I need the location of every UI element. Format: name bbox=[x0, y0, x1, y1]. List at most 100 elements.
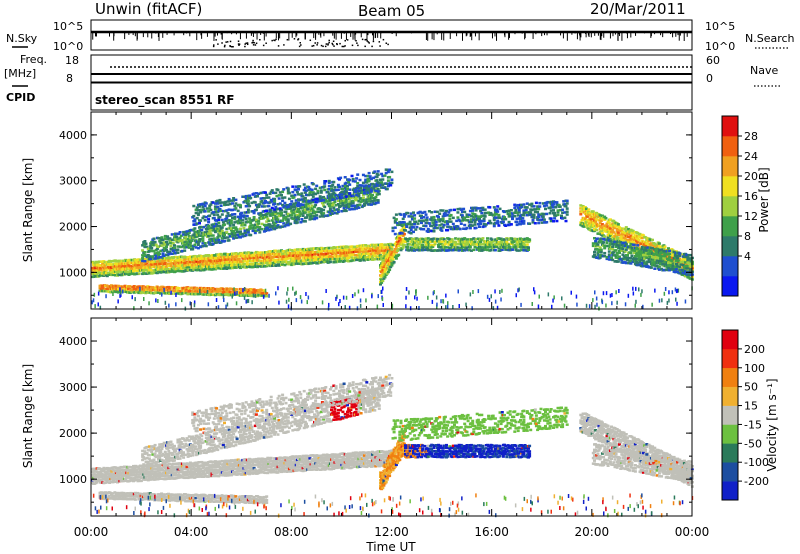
echo-cell bbox=[394, 250, 398, 254]
echo-cell bbox=[187, 292, 191, 295]
nsearch-point bbox=[300, 44, 302, 46]
echo-cell bbox=[316, 191, 320, 195]
echo-cell bbox=[130, 290, 134, 293]
echo-cell bbox=[260, 205, 264, 208]
echo-cell bbox=[401, 217, 405, 221]
echo-cell bbox=[376, 187, 380, 191]
echo-cell bbox=[309, 212, 313, 216]
echo-cell bbox=[184, 238, 188, 241]
echo-cell bbox=[433, 210, 437, 213]
echo-cell bbox=[376, 199, 380, 202]
echo-cell bbox=[488, 213, 492, 216]
echo-cell bbox=[299, 203, 303, 206]
echo-cell bbox=[198, 222, 201, 225]
echo-cell bbox=[182, 233, 186, 236]
echo-cell bbox=[184, 233, 188, 236]
echo-cell bbox=[381, 174, 385, 178]
echo-cell bbox=[583, 217, 587, 221]
echo-cell bbox=[488, 219, 492, 223]
echo-cell bbox=[199, 238, 203, 241]
echo-cell bbox=[361, 196, 365, 199]
echo-cell bbox=[367, 171, 371, 175]
echo-cell bbox=[164, 288, 168, 292]
echo-cell bbox=[621, 233, 625, 236]
echo-cell bbox=[390, 264, 394, 267]
echo-cell bbox=[375, 175, 379, 179]
echo-cell bbox=[528, 203, 532, 206]
echo-cell bbox=[291, 194, 295, 198]
echo-cell bbox=[146, 264, 150, 267]
echo-cell bbox=[396, 221, 400, 225]
echo-cell bbox=[243, 223, 247, 227]
echo-cell bbox=[169, 259, 173, 263]
echo-cell bbox=[244, 233, 248, 237]
echo-cell bbox=[233, 234, 237, 237]
echo-cell bbox=[199, 292, 202, 296]
echo-cell bbox=[639, 242, 643, 246]
echo-cell bbox=[479, 209, 483, 213]
echo-cell bbox=[203, 204, 207, 208]
echo-cell bbox=[375, 184, 379, 187]
echo-cell bbox=[409, 228, 413, 232]
echo-cell bbox=[196, 213, 200, 217]
echo-cell bbox=[633, 234, 637, 237]
echo-cell bbox=[515, 220, 519, 224]
echo-cell bbox=[280, 214, 283, 217]
echo-cell bbox=[527, 246, 530, 249]
echo-cell bbox=[383, 262, 387, 265]
echo-cell bbox=[167, 262, 171, 265]
echo-cell bbox=[259, 211, 263, 215]
echo-cell bbox=[336, 257, 340, 261]
echo-cell bbox=[283, 201, 287, 205]
echo-cell bbox=[394, 213, 398, 216]
echo-cell bbox=[507, 243, 511, 246]
echo-cell bbox=[202, 208, 206, 211]
echo-cell bbox=[632, 238, 636, 242]
echo-cell bbox=[364, 250, 368, 253]
echo-cell bbox=[183, 291, 186, 295]
echo-cell bbox=[422, 219, 426, 223]
echo-cell bbox=[192, 204, 196, 208]
echo-cell bbox=[587, 208, 591, 211]
echo-cell bbox=[375, 179, 379, 182]
echo-cell bbox=[334, 188, 338, 192]
echo-cell bbox=[325, 200, 329, 203]
echo-cell bbox=[331, 212, 335, 215]
echo-cell bbox=[379, 283, 382, 286]
echo-cell bbox=[180, 249, 184, 253]
echo-cell bbox=[524, 208, 528, 212]
echo-cell bbox=[536, 205, 540, 208]
echo-cell bbox=[216, 213, 220, 217]
echo-cell bbox=[265, 201, 269, 204]
echo-cell bbox=[438, 212, 442, 215]
echo-cell bbox=[503, 238, 506, 241]
nsearch-point bbox=[212, 45, 215, 48]
nsearch-point bbox=[328, 39, 330, 42]
nsearch-point bbox=[246, 43, 249, 46]
echo-cell bbox=[481, 206, 485, 210]
echo-cell bbox=[212, 216, 216, 220]
echo-cell bbox=[99, 264, 102, 267]
echo-cell bbox=[390, 170, 394, 174]
echo-cell bbox=[376, 181, 380, 184]
echo-cell bbox=[410, 249, 414, 252]
echo-cell bbox=[369, 190, 373, 193]
echo-cell bbox=[533, 210, 537, 214]
echo-cell bbox=[427, 210, 431, 213]
echo-cell bbox=[254, 220, 258, 223]
echo-cell bbox=[257, 205, 261, 208]
echo-cell bbox=[265, 215, 269, 219]
echo-cell bbox=[333, 246, 337, 249]
echo-cell bbox=[495, 208, 499, 211]
echo-cell bbox=[266, 226, 270, 229]
echo-cell bbox=[292, 263, 296, 266]
echo-cell bbox=[179, 234, 183, 237]
echo-cell bbox=[233, 221, 237, 224]
echo-cell bbox=[344, 181, 348, 185]
echo-cell bbox=[341, 188, 345, 191]
echo-cell bbox=[301, 195, 305, 198]
echo-cell bbox=[286, 189, 290, 192]
echo-cell bbox=[307, 210, 311, 214]
echo-cell bbox=[488, 206, 492, 209]
echo-cell bbox=[473, 240, 477, 244]
